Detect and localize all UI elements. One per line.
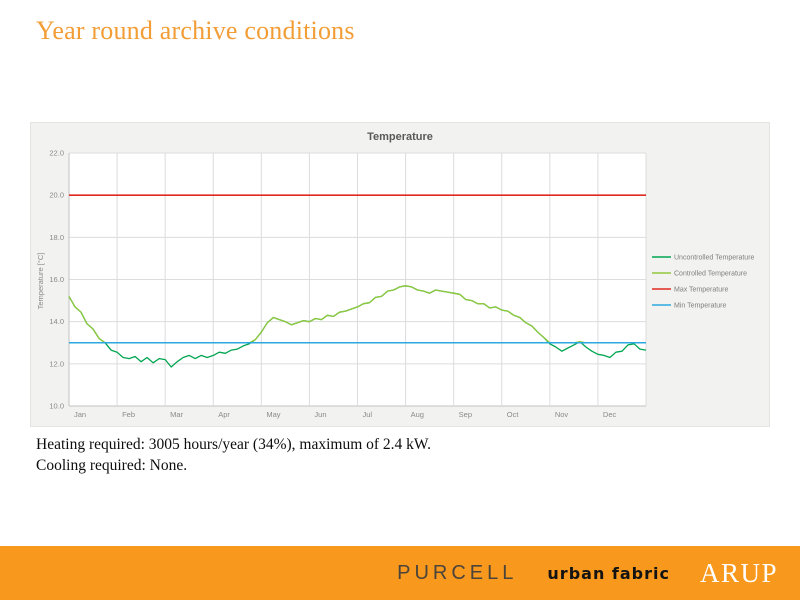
x-tick-label-may: May [266, 410, 280, 419]
temperature-chart-svg: 22.0 20.0 18.0 16.0 14.0 12.0 10.0 Jan Feb Mar Ap… [36, 131, 755, 419]
chart-legend: Uncontrolled Temperature Controlled Tempe… [652, 255, 755, 310]
x-tick-label-dec: Dec [603, 410, 617, 419]
y-tick-label: 14.0 [49, 317, 64, 326]
x-tick-label-nov: Nov [555, 410, 569, 419]
cooling-required-text: Cooling required: None. [36, 457, 188, 474]
arup-logo: ARUP [699, 557, 778, 588]
purcell-logo: PURCELL [397, 561, 518, 584]
y-tick-label: 10.0 [49, 402, 64, 411]
temperature-chart: 22.0 20.0 18.0 16.0 14.0 12.0 10.0 Jan Feb Mar Ap… [30, 122, 770, 427]
legend-label-controlled-temperature: Controlled Temperature [674, 271, 747, 278]
x-tick-label-jan: Jan [74, 410, 86, 419]
x-tick-label-sep: Sep [459, 410, 472, 419]
y-tick-label: 22.0 [49, 149, 64, 158]
x-tick-label-mar: Mar [170, 410, 183, 419]
legend-label-max-temperature: Max Temperature [674, 287, 728, 294]
x-tick-label-apr: Apr [218, 410, 230, 419]
x-tick-label-jul: Jul [363, 410, 373, 419]
y-tick-label: 18.0 [49, 233, 64, 242]
y-axis-tick-labels: 22.0 20.0 18.0 16.0 14.0 12.0 10.0 [49, 149, 64, 411]
footer-bar: PURCELL urban fabric ARUP [0, 546, 800, 600]
x-tick-label-jun: Jun [314, 410, 326, 419]
x-axis-tick-labels: Jan Feb Mar Apr May Jun Jul Aug Sep Oct Nov Dec [74, 410, 617, 419]
y-tick-label: 16.0 [49, 275, 64, 284]
slide-title: Year round archive conditions [36, 16, 355, 45]
x-tick-label-feb: Feb [122, 410, 135, 419]
y-axis-label: Temperature [°C] [36, 253, 45, 310]
chart-title: Temperature [367, 131, 433, 143]
notes-block: Heating required: 3005 hours/year (34%),… [36, 434, 431, 476]
y-tick-label: 20.0 [49, 191, 64, 200]
y-tick-label: 12.0 [49, 359, 64, 368]
legend-label-uncontrolled-temperature: Uncontrolled Temperature [674, 255, 755, 262]
legend-label-min-temperature: Min Temperature [674, 303, 727, 310]
x-tick-label-oct: Oct [507, 410, 520, 419]
heating-required-text: Heating required: 3005 hours/year (34%),… [36, 436, 432, 453]
urban-fabric-logo: urban fabric [547, 563, 670, 583]
x-tick-label-aug: Aug [411, 410, 424, 419]
chart-series [68, 194, 647, 368]
